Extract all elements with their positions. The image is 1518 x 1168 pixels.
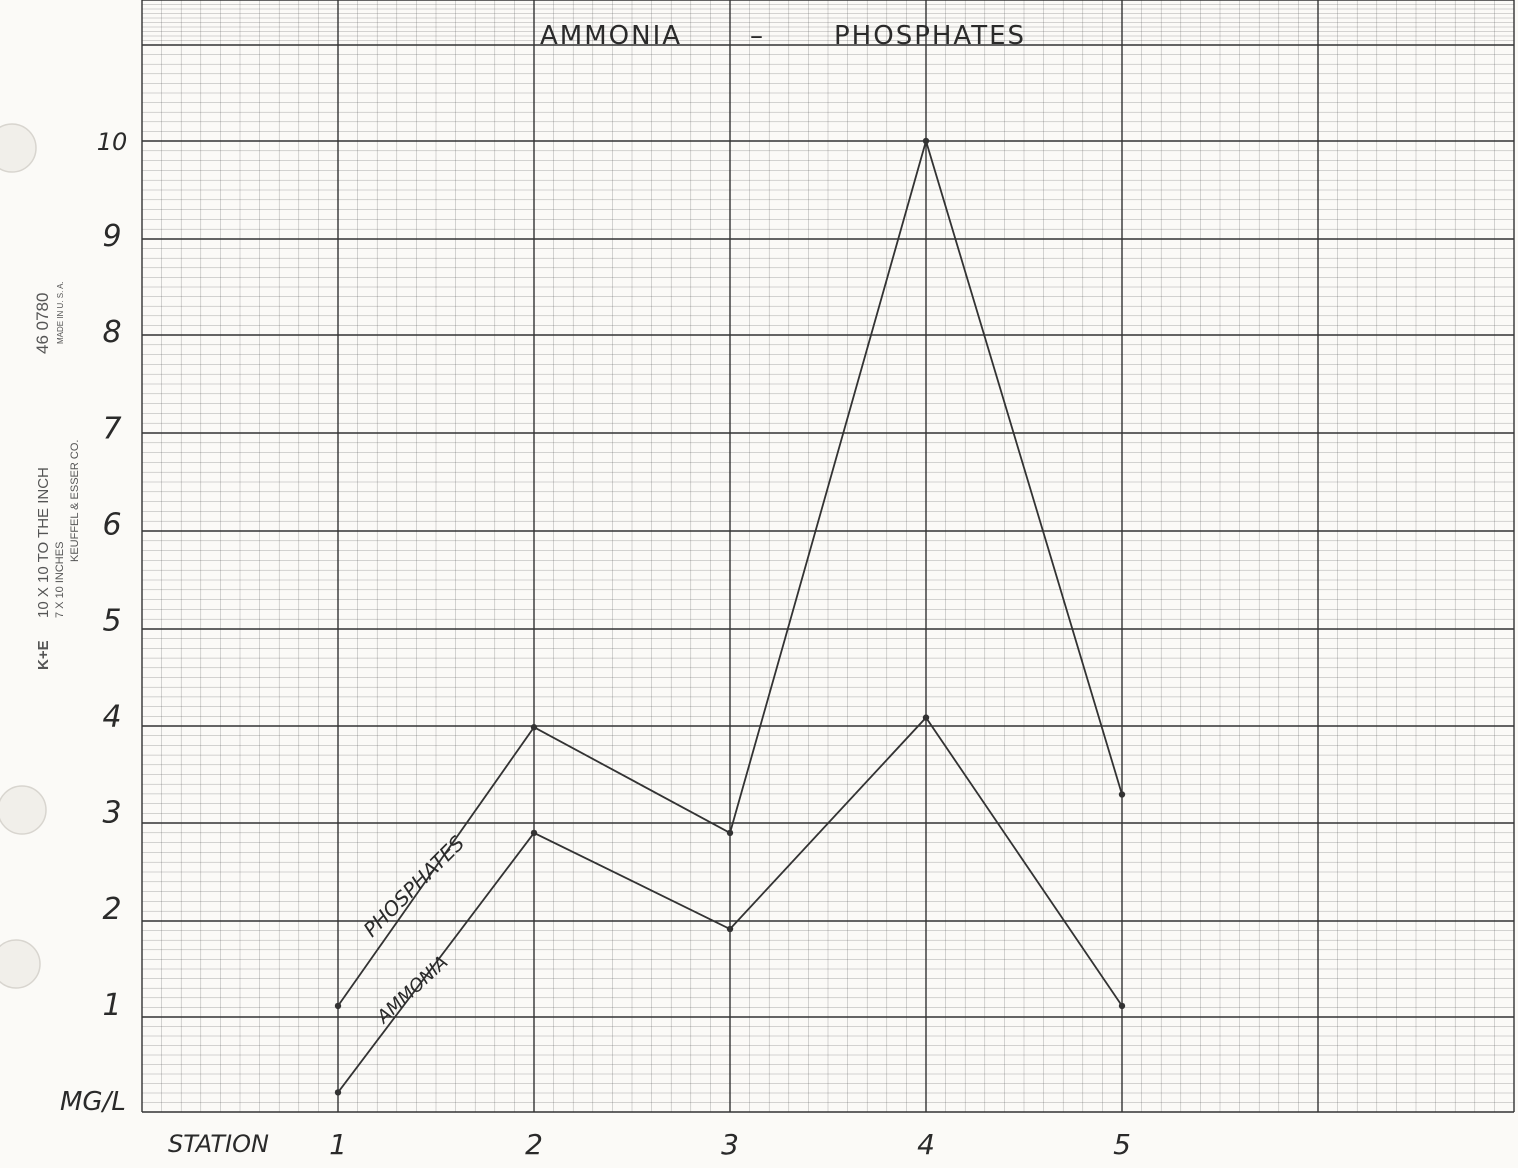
data-point-ammonia-2	[530, 829, 538, 837]
x-tick-label-1: 1	[329, 1128, 347, 1161]
binder-hole-bottom	[0, 939, 41, 989]
chart-title-phosphates: PHOSPHATES	[834, 21, 1026, 51]
paper-spec-line1: 10 X 10 TO THE INCH	[35, 467, 52, 618]
paper-spec-line3: KEUFFEL & ESSER CO.	[69, 440, 81, 562]
y-tick-label-9: 9	[102, 219, 121, 254]
data-point-phosphates-3	[726, 829, 734, 837]
data-point-ammonia-4	[922, 714, 930, 721]
x-tick-label-2: 2	[525, 1128, 543, 1161]
data-point-phosphates-1	[334, 1002, 342, 1010]
x-tick-label-3: 3	[721, 1128, 739, 1161]
binder-hole-top	[0, 123, 37, 173]
y-tick-label-4: 4	[102, 700, 121, 735]
x-tick-label-5: 5	[1113, 1128, 1131, 1161]
y-tick-label-7: 7	[102, 411, 121, 446]
y-tick-label-8: 8	[102, 315, 121, 350]
y-axis-label: MG/L	[60, 1087, 126, 1117]
y-tick-label-5: 5	[102, 604, 121, 639]
paper-catalog-number: 46 0780	[33, 293, 52, 354]
x-tick-labels: 1 2 3 4 5	[329, 1128, 1131, 1161]
binder-hole-middle	[0, 785, 47, 835]
data-point-ammonia-1	[334, 1089, 342, 1096]
y-tick-label-10: 10	[97, 128, 128, 156]
chart-title-separator: –	[750, 21, 765, 51]
paper-made-in: MADE IN U. S. A.	[56, 281, 65, 344]
series-markers	[334, 137, 1126, 1096]
y-tick-label-2: 2	[102, 892, 121, 927]
y-tick-labels: 1 2 3 4 5 6 7 8 9 10	[97, 128, 128, 1023]
paper-logo: K+E	[35, 640, 52, 670]
paper-spec-line2: 7 X 10 INCHES	[54, 542, 66, 618]
data-point-phosphates-5	[1118, 791, 1126, 798]
series-label-phosphates: PHOSPHATES	[359, 831, 470, 942]
minor-grid	[142, 0, 1514, 1112]
x-tick-label-4: 4	[917, 1128, 935, 1161]
y-tick-label-3: 3	[102, 796, 121, 831]
y-tick-label-6: 6	[102, 507, 121, 542]
y-tick-label-1: 1	[102, 988, 121, 1023]
data-point-ammonia-5	[1118, 1002, 1126, 1010]
paper-margin-print: K+E 10 X 10 TO THE INCH 7 X 10 INCHES KE…	[33, 281, 81, 670]
data-point-phosphates-4	[922, 137, 930, 145]
chart-title-ammonia: AMMONIA	[540, 21, 682, 51]
x-axis-label: STATION	[168, 1130, 269, 1158]
data-point-ammonia-3	[726, 925, 734, 933]
data-point-phosphates-2	[530, 724, 538, 731]
